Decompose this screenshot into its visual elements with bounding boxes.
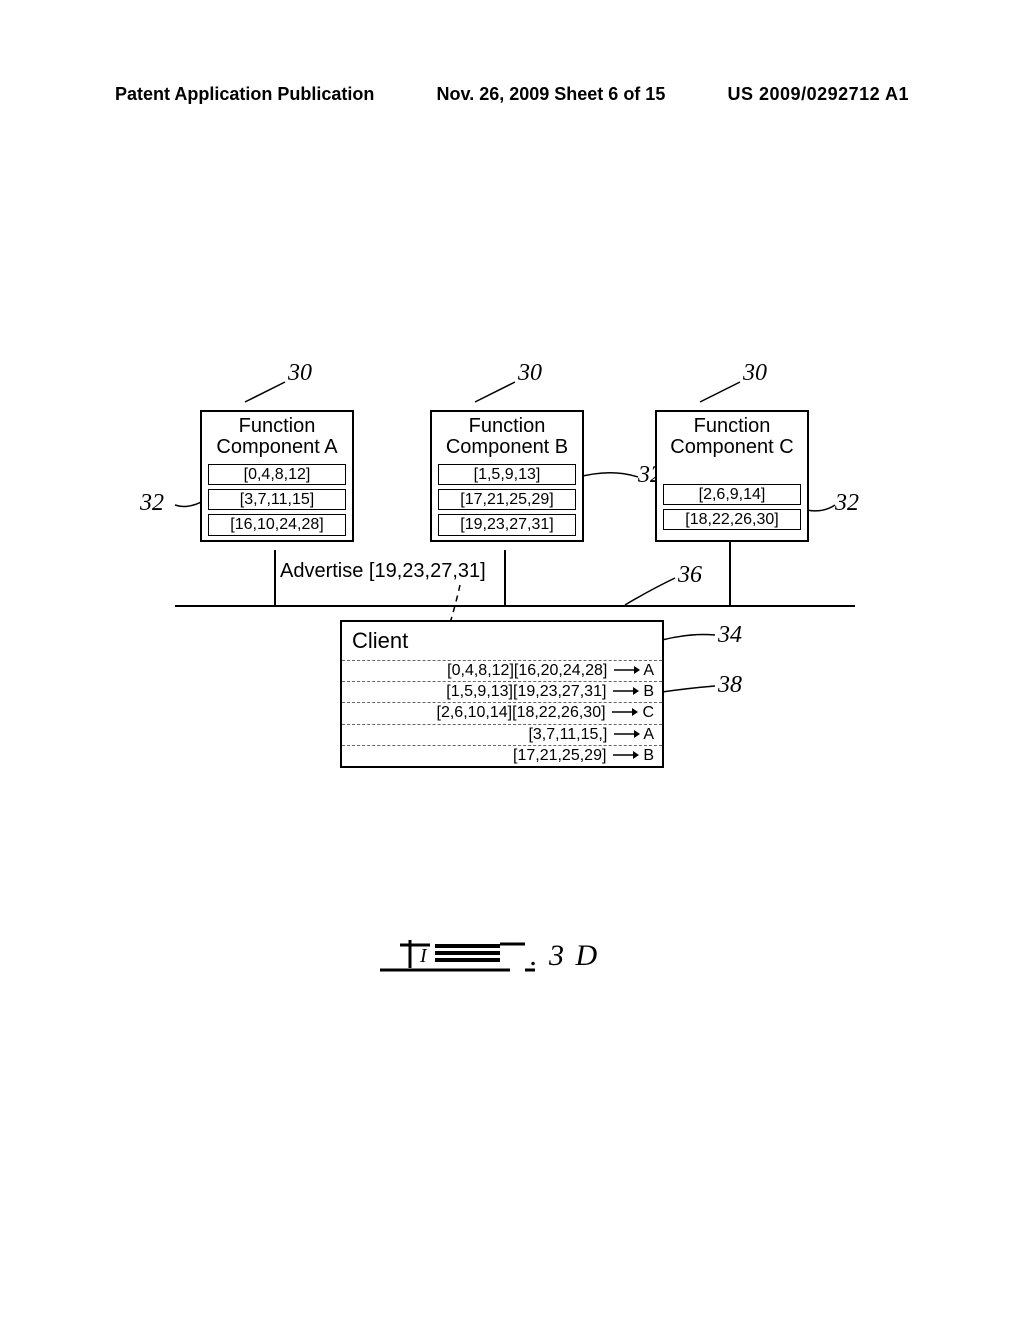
ref-36: 36 — [678, 562, 702, 589]
ref-30-c: 30 — [743, 360, 767, 387]
client-row-4-text: [17,21,25,29] — [513, 747, 606, 764]
arrow-icon — [612, 662, 640, 680]
advertise-label: Advertise [19,23,27,31] — [280, 560, 486, 583]
comp-a-bucket-0: [0,4,8,12] — [208, 464, 346, 485]
ref-32-right: 32 — [835, 490, 859, 517]
comp-b-t1: Function — [469, 415, 546, 437]
bus-line — [175, 605, 855, 607]
comp-a-bucket-1: [3,7,11,15] — [208, 489, 346, 510]
component-a-title: Function Component A — [202, 412, 352, 464]
client-row-0: [0,4,8,12][16,20,24,28] A — [342, 660, 662, 681]
arrow-icon — [611, 747, 639, 765]
figure-diagram: 30 30 30 32 32 32 36 34 38 Function Comp… — [130, 380, 890, 960]
client-row-3-target: A — [643, 726, 654, 743]
comp-b-bucket-2: [19,23,27,31] — [438, 514, 576, 535]
comp-c-t2: Component C — [670, 436, 793, 458]
ref-34: 34 — [718, 622, 742, 649]
ref-32-left: 32 — [140, 490, 164, 517]
client-row-1-text: [1,5,9,13][19,23,27,31] — [446, 683, 606, 700]
client-row-2: [2,6,10,14][18,22,26,30] C — [342, 702, 662, 723]
component-b-title: Function Component B — [432, 412, 582, 464]
client-box: Client [0,4,8,12][16,20,24,28] A [1,5,9,… — [340, 620, 664, 768]
client-row-1-target: B — [643, 683, 654, 700]
client-row-3: [3,7,11,15,] A — [342, 724, 662, 745]
svg-text:I: I — [419, 945, 428, 967]
function-component-b: Function Component B [1,5,9,13] [17,21,2… — [430, 410, 584, 542]
arrow-icon — [612, 726, 640, 744]
header-left: Patent Application Publication — [115, 84, 374, 105]
function-component-c: Function Component C [2,6,9,14] [18,22,2… — [655, 410, 809, 542]
client-row-2-target: C — [642, 705, 654, 722]
client-row-4-target: B — [643, 747, 654, 764]
comp-a-t1: Function — [239, 415, 316, 437]
comp-c-t1: Function — [694, 415, 771, 437]
client-row-0-target: A — [643, 662, 654, 679]
comp-b-bucket-1: [17,21,25,29] — [438, 489, 576, 510]
comp-a-bucket-2: [16,10,24,28] — [208, 514, 346, 535]
client-row-1: [1,5,9,13][19,23,27,31] B — [342, 681, 662, 702]
ref-38: 38 — [718, 672, 742, 699]
ref-30-b: 30 — [518, 360, 542, 387]
figure-label: I . 3 D — [380, 930, 640, 985]
arrow-icon — [611, 683, 639, 701]
svg-text:. 3 D: . 3 D — [530, 939, 599, 972]
patent-header: Patent Application Publication Nov. 26, … — [115, 84, 909, 105]
header-center: Nov. 26, 2009 Sheet 6 of 15 — [437, 84, 666, 105]
client-row-4: [17,21,25,29] B — [342, 745, 662, 766]
comp-c-bucket-0: [2,6,9,14] — [663, 484, 801, 505]
arrow-icon — [610, 704, 638, 722]
figure-label-graphic: I . 3 D — [380, 930, 640, 980]
client-row-0-text: [0,4,8,12][16,20,24,28] — [447, 662, 607, 679]
client-row-2-text: [2,6,10,14][18,22,26,30] — [437, 705, 606, 722]
page: Patent Application Publication Nov. 26, … — [0, 0, 1024, 1320]
function-component-a: Function Component A [0,4,8,12] [3,7,11,… — [200, 410, 354, 542]
client-row-3-text: [3,7,11,15,] — [528, 726, 607, 743]
comp-c-bucket-1: [18,22,26,30] — [663, 509, 801, 530]
component-c-title: Function Component C — [657, 412, 807, 484]
ref-30-a: 30 — [288, 360, 312, 387]
comp-a-t2: Component A — [216, 436, 337, 458]
client-title: Client — [342, 622, 662, 660]
comp-b-t2: Component B — [446, 436, 568, 458]
header-right: US 2009/0292712 A1 — [728, 84, 909, 105]
comp-b-bucket-0: [1,5,9,13] — [438, 464, 576, 485]
